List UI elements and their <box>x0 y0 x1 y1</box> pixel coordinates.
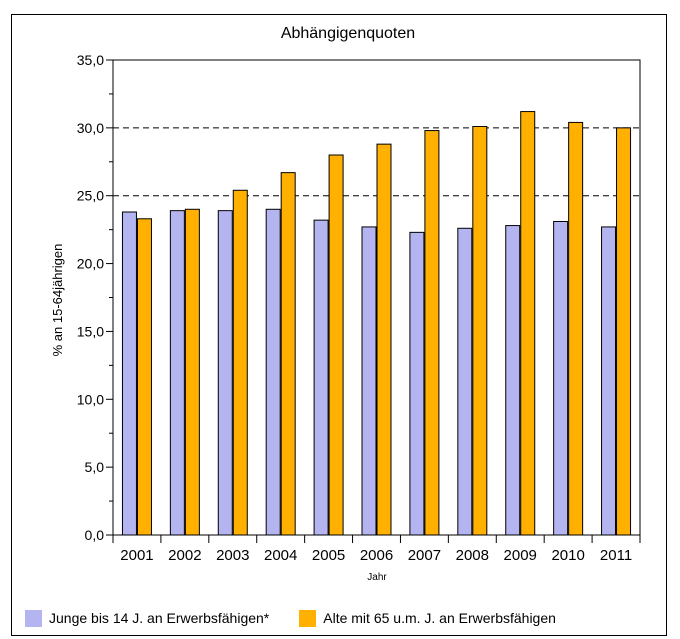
chart-title: Abhängigenquoten <box>281 25 415 42</box>
bar-alte-2007 <box>424 130 440 536</box>
bar-alte-2003 <box>232 189 248 536</box>
x-tick-label: 2001 <box>120 547 153 564</box>
legend-swatch-alte <box>299 609 317 627</box>
bar-alte-2011 <box>616 127 632 536</box>
y-tick-label: 5,0 <box>85 459 105 475</box>
y-tick-label: 0,0 <box>85 527 105 543</box>
y-axis-label: % an 15-64jährigen <box>50 244 65 357</box>
x-axis-label: Jahr <box>367 572 387 583</box>
x-tick-label: 2011 <box>600 547 632 564</box>
bar-junge-2001 <box>121 211 137 536</box>
bar-alte-2009 <box>520 111 536 536</box>
x-tick-label: 2005 <box>312 547 345 564</box>
x-tick-label: 2006 <box>360 547 393 564</box>
bar-alte-2005 <box>328 154 344 536</box>
y-tick-label: 20,0 <box>77 256 104 272</box>
bars-group <box>121 111 632 536</box>
bar-alte-2001 <box>136 218 152 536</box>
y-tick-label: 25,0 <box>77 188 104 204</box>
bar-alte-2008 <box>472 126 488 536</box>
axes-group: 0,0 5,0 10,0 15,0 20,0 25,0 30,0 35,0 2001 2002 20… <box>77 52 641 564</box>
bar-junge-2004 <box>265 208 281 536</box>
x-tick-label: 2010 <box>551 547 584 564</box>
y-tick-label: 10,0 <box>77 391 104 407</box>
y-tick-label: 30,0 <box>77 120 104 136</box>
bar-junge-2011 <box>601 226 617 536</box>
x-tick-label: 2008 <box>456 547 489 564</box>
bar-junge-2008 <box>457 227 473 536</box>
legend-item-alte: Alte mit 65 u.m. J. an Erwerbsfähigen <box>299 609 556 627</box>
bar-alte-2010 <box>568 121 584 536</box>
y-tick-label: 35,0 <box>77 52 104 68</box>
bar-junge-2006 <box>361 226 377 536</box>
x-tick-label: 2007 <box>408 547 441 564</box>
legend-item-junge: Junge bis 14 J. an Erwerbsfähigen* <box>25 609 270 627</box>
legend-label-alte: Alte mit 65 u.m. J. an Erwerbsfähigen <box>323 610 556 626</box>
y-tick-label: 15,0 <box>77 323 104 339</box>
bar-junge-2010 <box>553 221 569 536</box>
bar-alte-2006 <box>376 143 392 536</box>
legend: Junge bis 14 J. an Erwerbsfähigen* Alte … <box>25 606 675 630</box>
bar-junge-2007 <box>409 231 425 536</box>
x-tick-label: 2003 <box>216 547 249 564</box>
bar-alte-2002 <box>184 208 200 536</box>
x-tick-label: 2009 <box>504 547 537 564</box>
x-tick-label: 2004 <box>264 547 297 564</box>
legend-label-junge: Junge bis 14 J. an Erwerbsfähigen* <box>49 610 270 626</box>
bar-junge-2009 <box>505 225 521 536</box>
bar-alte-2004 <box>280 172 296 536</box>
legend-swatch-junge <box>25 609 42 627</box>
bar-junge-2003 <box>217 210 233 536</box>
bar-junge-2005 <box>313 219 329 536</box>
bar-junge-2002 <box>169 210 185 536</box>
x-tick-label: 2002 <box>168 547 201 564</box>
